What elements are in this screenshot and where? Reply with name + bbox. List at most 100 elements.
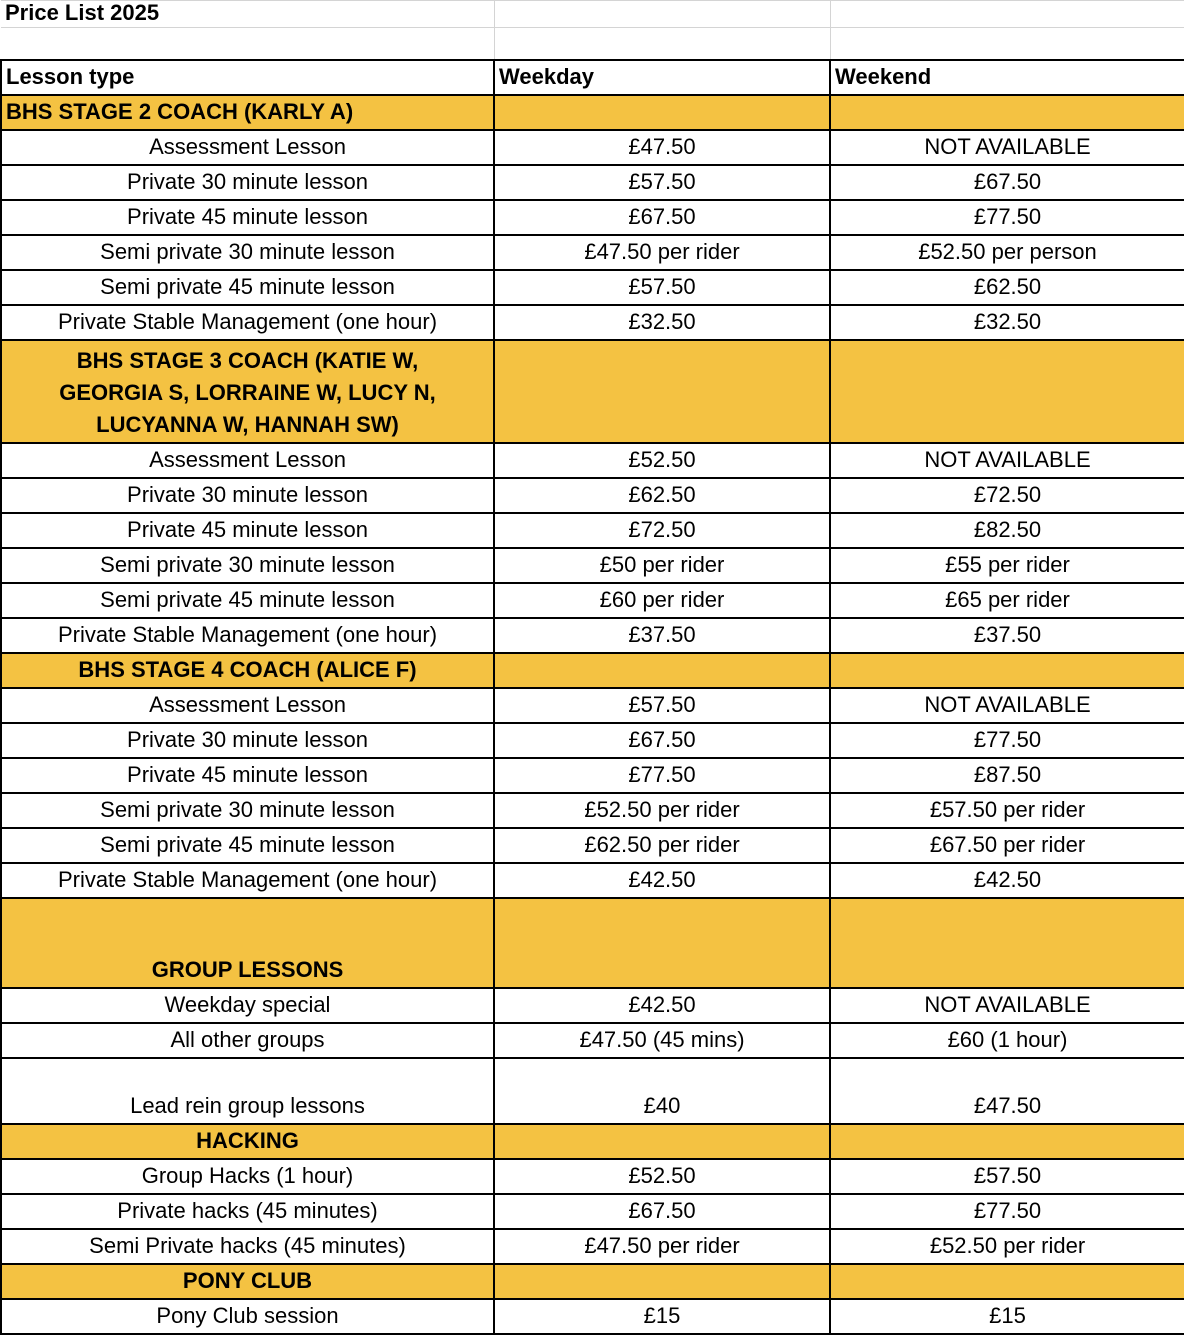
lesson-type-cell[interactable]: Semi private 45 minute lesson [0,826,495,864]
empty-cell[interactable] [829,338,1184,444]
lesson-type-cell[interactable]: Assessment Lesson [0,441,495,479]
empty-cell[interactable] [829,896,1184,989]
weekday-price-cell[interactable]: £67.50 [493,198,831,236]
lesson-type-cell[interactable]: Private 30 minute lesson [0,721,495,759]
section-title[interactable]: BHS STAGE 3 COACH (KATIE W, GEORGIA S, L… [0,338,495,444]
section-title[interactable]: PONY CLUB [0,1262,495,1300]
empty-cell[interactable] [1,27,495,60]
weekend-price-cell[interactable]: £77.50 [829,198,1184,236]
section-title[interactable]: GROUP LESSONS [0,896,495,989]
lesson-type-cell[interactable]: Semi private 30 minute lesson [0,233,495,271]
empty-cell[interactable] [829,651,1184,689]
weekend-price-cell[interactable]: £77.50 [829,1192,1184,1230]
section-title[interactable]: BHS STAGE 4 COACH (ALICE F) [0,651,495,689]
header-weekday[interactable]: Weekday [493,58,831,96]
weekday-price-cell[interactable]: £37.50 [493,616,831,654]
weekend-price-cell[interactable]: £15 [829,1297,1184,1335]
empty-cell[interactable] [493,1262,831,1300]
empty-cell[interactable] [829,93,1184,131]
lesson-type-cell[interactable]: Group Hacks (1 hour) [0,1157,495,1195]
weekday-price-cell[interactable]: £42.50 [493,861,831,899]
lesson-type-cell[interactable]: Semi private 45 minute lesson [0,268,495,306]
empty-cell[interactable] [493,338,831,444]
weekday-price-cell[interactable]: £47.50 (45 mins) [493,1021,831,1059]
weekend-price-cell[interactable]: £60 (1 hour) [829,1021,1184,1059]
weekday-price-cell[interactable]: £47.50 per rider [493,1227,831,1265]
empty-cell[interactable] [829,1122,1184,1160]
weekend-price-cell[interactable]: £62.50 [829,268,1184,306]
weekend-price-cell[interactable]: £32.50 [829,303,1184,341]
lesson-type-cell[interactable]: Private 45 minute lesson [0,756,495,794]
weekend-price-cell[interactable]: £65 per rider [829,581,1184,619]
header-lesson-type[interactable]: Lesson type [0,58,495,96]
lesson-type-cell[interactable]: Lead rein group lessons [0,1056,495,1125]
weekday-price-cell[interactable]: £67.50 [493,1192,831,1230]
weekday-price-cell[interactable]: £15 [493,1297,831,1335]
empty-cell[interactable] [493,896,831,989]
weekend-price-cell[interactable]: £52.50 per rider [829,1227,1184,1265]
lesson-type-cell[interactable]: Semi private 30 minute lesson [0,546,495,584]
weekday-price-cell[interactable]: £57.50 [493,686,831,724]
lesson-type-cell[interactable]: Assessment Lesson [0,128,495,166]
lesson-type-cell[interactable]: All other groups [0,1021,495,1059]
empty-cell[interactable] [830,0,1184,28]
weekday-price-cell[interactable]: £47.50 [493,128,831,166]
weekend-price-cell[interactable]: £47.50 [829,1056,1184,1125]
lesson-type-cell[interactable]: Semi private 30 minute lesson [0,791,495,829]
empty-cell[interactable] [493,1122,831,1160]
weekday-price-cell[interactable]: £52.50 [493,1157,831,1195]
sheet-title[interactable]: Price List 2025 [1,0,495,28]
lesson-type-cell[interactable]: Weekday special [0,986,495,1024]
weekend-price-cell[interactable]: £42.50 [829,861,1184,899]
weekday-price-cell[interactable]: £57.50 [493,268,831,306]
weekday-price-cell[interactable]: £62.50 [493,476,831,514]
weekend-price-cell[interactable]: £82.50 [829,511,1184,549]
weekday-price-cell[interactable]: £67.50 [493,721,831,759]
empty-cell[interactable] [493,93,831,131]
weekday-price-cell[interactable]: £62.50 per rider [493,826,831,864]
lesson-type-cell[interactable]: Private Stable Management (one hour) [0,861,495,899]
section-title[interactable]: HACKING [0,1122,495,1160]
lesson-type-cell[interactable]: Semi Private hacks (45 minutes) [0,1227,495,1265]
weekend-price-cell[interactable]: £52.50 per person [829,233,1184,271]
weekday-price-cell[interactable]: £72.50 [493,511,831,549]
weekend-price-cell[interactable]: £67.50 per rider [829,826,1184,864]
weekend-price-cell[interactable]: £37.50 [829,616,1184,654]
weekend-price-cell[interactable]: £77.50 [829,721,1184,759]
weekday-price-cell[interactable]: £77.50 [493,756,831,794]
lesson-type-cell[interactable]: Assessment Lesson [0,686,495,724]
lesson-type-cell[interactable]: Private Stable Management (one hour) [0,303,495,341]
empty-cell[interactable] [494,0,831,28]
lesson-type-cell[interactable]: Private 30 minute lesson [0,476,495,514]
weekday-price-cell[interactable]: £40 [493,1056,831,1125]
lesson-type-cell[interactable]: Pony Club session [0,1297,495,1335]
lesson-type-cell[interactable]: Semi private 45 minute lesson [0,581,495,619]
weekday-price-cell[interactable]: £32.50 [493,303,831,341]
weekend-price-cell[interactable]: £67.50 [829,163,1184,201]
header-weekend[interactable]: Weekend [829,58,1184,96]
weekday-price-cell[interactable]: £57.50 [493,163,831,201]
empty-cell[interactable] [830,27,1184,60]
weekend-price-cell[interactable]: NOT AVAILABLE [829,128,1184,166]
weekend-price-cell[interactable]: NOT AVAILABLE [829,686,1184,724]
lesson-type-cell[interactable]: Private 30 minute lesson [0,163,495,201]
weekday-price-cell[interactable]: £47.50 per rider [493,233,831,271]
empty-cell[interactable] [829,1262,1184,1300]
lesson-type-cell[interactable]: Private 45 minute lesson [0,511,495,549]
weekend-price-cell[interactable]: NOT AVAILABLE [829,986,1184,1024]
section-title[interactable]: BHS STAGE 2 COACH (KARLY A) [0,93,495,131]
weekend-price-cell[interactable]: £57.50 per rider [829,791,1184,829]
lesson-type-cell[interactable]: Private hacks (45 minutes) [0,1192,495,1230]
empty-cell[interactable] [494,27,831,60]
weekday-price-cell[interactable]: £52.50 [493,441,831,479]
empty-cell[interactable] [493,651,831,689]
weekday-price-cell[interactable]: £52.50 per rider [493,791,831,829]
weekend-price-cell[interactable]: £55 per rider [829,546,1184,584]
weekend-price-cell[interactable]: NOT AVAILABLE [829,441,1184,479]
lesson-type-cell[interactable]: Private 45 minute lesson [0,198,495,236]
lesson-type-cell[interactable]: Private Stable Management (one hour) [0,616,495,654]
weekend-price-cell[interactable]: £72.50 [829,476,1184,514]
weekday-price-cell[interactable]: £50 per rider [493,546,831,584]
weekend-price-cell[interactable]: £87.50 [829,756,1184,794]
weekend-price-cell[interactable]: £57.50 [829,1157,1184,1195]
